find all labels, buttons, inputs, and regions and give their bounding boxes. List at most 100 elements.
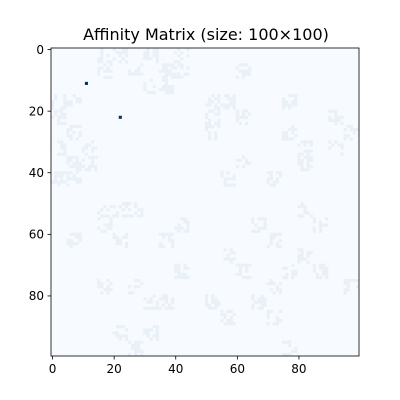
- heatmap-cell: [208, 125, 212, 129]
- heatmap-cell: [272, 282, 276, 286]
- heatmap-cell: [245, 161, 249, 166]
- heatmap-cell: [220, 171, 224, 175]
- heatmap-cell: [168, 91, 172, 95]
- heatmap-cell: [57, 118, 61, 122]
- heatmap-cell: [57, 121, 61, 126]
- heatmap-cell: [211, 297, 215, 301]
- heatmap-cell: [118, 242, 122, 246]
- heatmap-cell: [288, 340, 292, 344]
- heatmap-cell: [211, 100, 215, 104]
- heatmap-cell: [137, 285, 141, 289]
- heatmap-cell: [152, 294, 156, 298]
- heatmap-cell: [171, 306, 175, 310]
- heatmap-cell: [208, 137, 212, 141]
- heatmap-cell: [245, 263, 249, 267]
- heatmap-cell: [164, 306, 169, 310]
- y-tick-label: 80: [29, 289, 44, 303]
- heatmap-cell: [106, 208, 110, 212]
- heatmap-cell: [100, 57, 104, 61]
- heatmap-cell: [63, 146, 67, 150]
- heatmap-cell: [300, 214, 304, 218]
- heatmap-cell: [164, 232, 169, 236]
- heatmap-cell: [63, 100, 67, 104]
- heatmap-cell: [60, 171, 64, 175]
- heatmap-cell: [245, 266, 249, 270]
- heatmap-cell: [51, 106, 55, 110]
- heatmap-cell: [100, 60, 104, 64]
- heatmap-cell: [223, 183, 227, 187]
- heatmap-cell: [69, 238, 73, 243]
- heatmap-cell: [285, 137, 289, 141]
- heatmap-cell: [300, 248, 304, 252]
- heatmap-cell: [306, 211, 310, 215]
- heatmap-cell: [272, 180, 276, 184]
- heatmap-cell: [205, 112, 209, 116]
- heatmap-cell: [325, 223, 329, 227]
- heatmap-cell: [128, 214, 132, 218]
- heatmap-cell: [297, 260, 301, 264]
- heatmap-cell: [266, 171, 270, 175]
- heatmap-cell: [63, 152, 67, 156]
- heatmap-cell: [84, 168, 89, 172]
- heatmap-cell: [266, 309, 270, 313]
- heatmap-cell: [109, 69, 113, 73]
- heatmap-cell: [306, 155, 310, 159]
- axis-ticks: 0 20 40 60 80 0 20 40 60 80: [29, 43, 307, 376]
- heatmap-cell: [134, 340, 138, 344]
- heatmap-cell: [294, 272, 298, 276]
- heatmap-cell: [241, 63, 246, 67]
- heatmap-cell: [164, 75, 169, 79]
- heatmap-cell: [118, 205, 122, 209]
- heatmap-cell: [297, 143, 301, 147]
- heatmap-cell: [112, 205, 116, 209]
- heatmap-cell: [223, 94, 227, 98]
- heatmap-cell: [171, 75, 175, 79]
- heatmap-cell: [211, 109, 215, 113]
- heatmap-cell: [161, 297, 166, 301]
- heatmap-cell: [303, 205, 307, 209]
- heatmap-cell: [217, 97, 221, 101]
- heatmap-cell: [318, 220, 323, 224]
- heatmap-cell: [81, 146, 85, 150]
- heatmap-cell: [297, 158, 301, 163]
- x-tick-label: 60: [230, 362, 245, 376]
- x-tick-label: 80: [291, 362, 306, 376]
- heatmap-cell: [57, 171, 61, 175]
- heatmap-cell: [100, 54, 104, 58]
- heatmap-cell: [208, 97, 212, 101]
- heatmap-cell: [282, 275, 286, 280]
- heatmap-cell: [134, 285, 138, 289]
- heatmap-cell: [211, 306, 215, 310]
- heatmap-cell: [306, 152, 310, 156]
- heatmap-cell: [343, 279, 347, 283]
- heatmap-cell: [94, 155, 98, 159]
- heatmap-cell: [137, 72, 141, 76]
- heatmap-cell: [143, 328, 147, 332]
- heatmap-cell: [78, 235, 82, 240]
- heatmap-cell: [109, 75, 113, 79]
- heatmap-cell: [171, 245, 175, 249]
- heatmap-cell: [300, 158, 304, 163]
- heatmap-cell: [72, 242, 76, 246]
- heatmap-cell: [232, 183, 236, 187]
- heatmap-cell: [355, 128, 360, 132]
- heatmap-cell: [241, 69, 246, 73]
- heatmap-cell: [54, 109, 58, 113]
- heatmap-cell: [278, 245, 283, 249]
- heatmap-cell: [245, 109, 249, 113]
- heatmap-cell: [60, 109, 64, 113]
- heatmap-cell: [257, 297, 261, 301]
- heatmap-cell: [238, 63, 243, 67]
- heatmap-cell: [72, 155, 76, 159]
- heatmap-cell: [60, 106, 64, 110]
- heatmap-cell: [115, 242, 119, 246]
- heatmap-cell: [63, 149, 67, 153]
- heatmap-cell: [325, 269, 329, 273]
- heatmap-cell: [238, 272, 243, 276]
- heatmap-cell: [223, 106, 227, 110]
- heatmap-cell: [322, 266, 326, 270]
- heatmap-cell: [318, 266, 323, 270]
- heatmap-cell: [168, 303, 172, 307]
- heatmap-cell: [217, 125, 221, 129]
- heatmap-cell: [282, 340, 286, 344]
